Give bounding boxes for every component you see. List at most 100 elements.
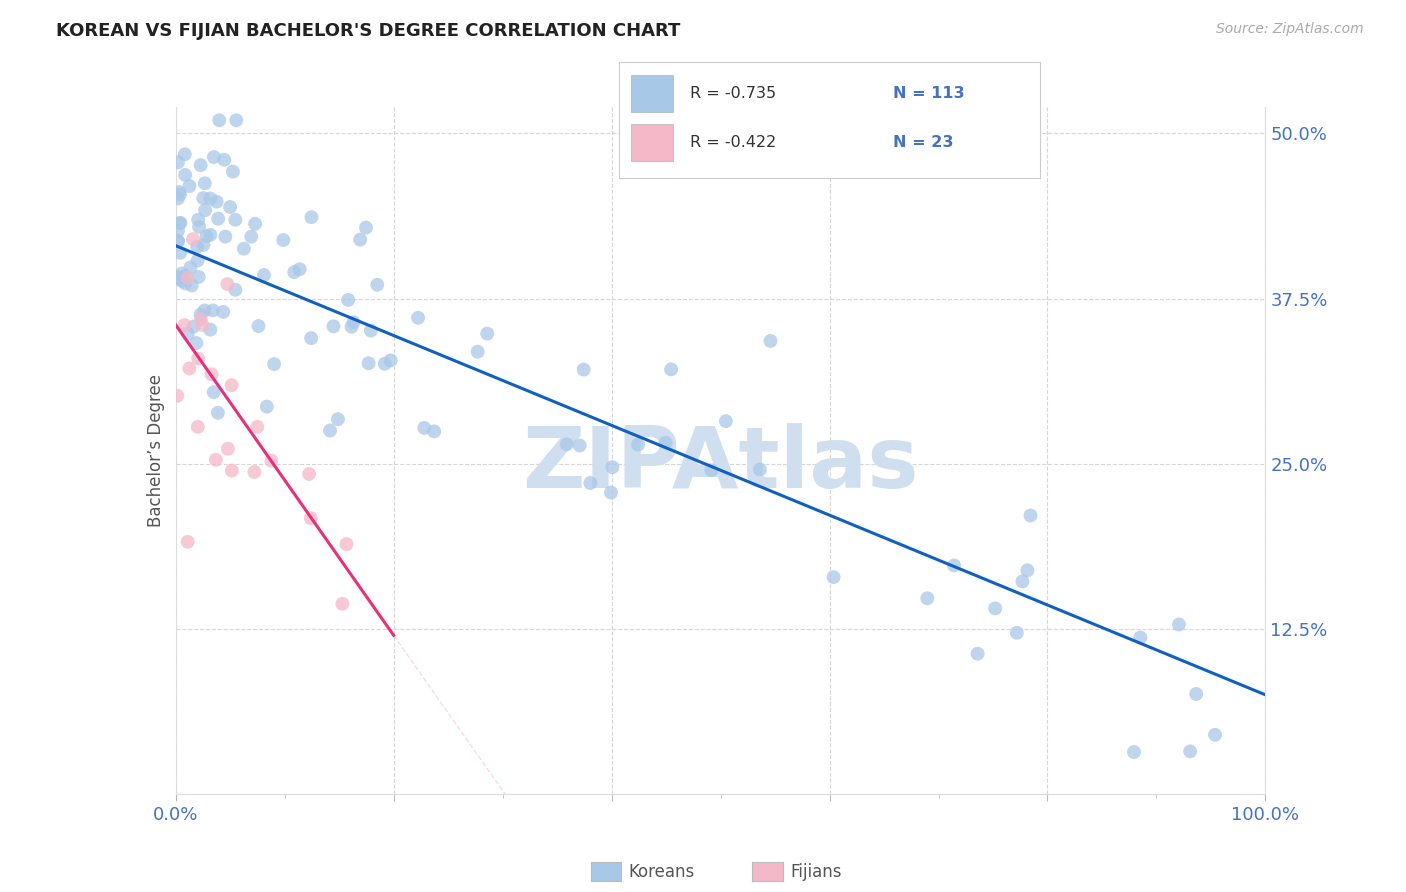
Point [232,242,254,256]
Point [263,357,285,371]
Point [200,191,222,205]
Point [326,412,349,426]
Point [477,326,499,341]
Point [194,177,217,191]
Point [1178,744,1201,758]
Point [181,232,204,246]
Point [357,356,380,370]
Point [366,277,388,292]
Point [283,265,305,279]
Point [176,534,198,549]
Point [179,361,201,376]
Point [700,463,723,477]
Point [193,238,215,252]
Point [1129,631,1152,645]
Point [176,270,198,285]
Point [167,271,190,285]
Point [207,211,229,226]
Text: N = 113: N = 113 [893,87,965,102]
Point [600,485,623,500]
Point [170,267,193,281]
Point [200,323,222,337]
Point [222,164,245,178]
Point [217,277,239,291]
Point [1167,617,1189,632]
Point [572,362,595,376]
Point [167,155,190,169]
Point [167,185,190,199]
Point [340,319,363,334]
Point [201,303,224,318]
Point [246,419,269,434]
Point [187,351,209,366]
Point [224,212,246,227]
Point [174,168,197,182]
Point [187,212,209,227]
Point [187,253,209,268]
Point [167,224,190,238]
Point [190,312,212,326]
Point [253,268,276,282]
Point [917,591,939,606]
Point [271,233,294,247]
Point [190,308,212,322]
Point [247,319,270,334]
Point [943,558,966,573]
Point [174,269,197,284]
Point [208,113,231,128]
Point [243,465,266,479]
Point [984,601,1007,615]
Point [205,194,228,209]
Point [224,283,246,297]
Point [374,357,396,371]
Point [299,331,322,345]
Point [714,414,737,428]
Point [200,368,222,382]
Point [240,229,263,244]
Point [342,315,364,329]
Point [568,438,591,452]
Point [186,240,208,254]
Point [759,334,782,348]
Point [260,453,283,467]
Point [319,424,342,438]
Point [212,153,235,167]
Point [354,220,377,235]
Point [467,344,489,359]
Point [202,150,225,164]
Point [166,389,188,403]
Point [180,260,202,275]
Point [602,460,624,475]
Point [349,233,371,247]
Text: KOREAN VS FIJIAN BACHELOR'S DEGREE CORRELATION CHART: KOREAN VS FIJIAN BACHELOR'S DEGREE CORRE… [56,22,681,40]
Point [1185,687,1208,701]
Point [423,425,446,439]
Point [337,293,360,307]
Point [966,647,988,661]
Point [256,400,278,414]
Text: Source: ZipAtlas.com: Source: ZipAtlas.com [1216,22,1364,37]
Point [214,229,236,244]
Point [193,303,215,318]
Point [299,511,322,525]
Point [627,437,650,451]
Point [169,216,191,230]
Bar [631,124,673,161]
Point [167,191,190,205]
Point [360,324,382,338]
Point [170,274,193,288]
Point [183,319,205,334]
Point [212,305,235,319]
Point [225,113,247,128]
Point [298,467,321,481]
Bar [631,75,673,112]
Point [193,191,215,205]
Point [173,147,195,161]
Point [748,462,770,476]
Point [177,326,200,341]
Point [555,437,578,451]
Point [194,203,217,218]
Point [1123,745,1146,759]
Point [200,227,222,242]
Point [243,217,266,231]
